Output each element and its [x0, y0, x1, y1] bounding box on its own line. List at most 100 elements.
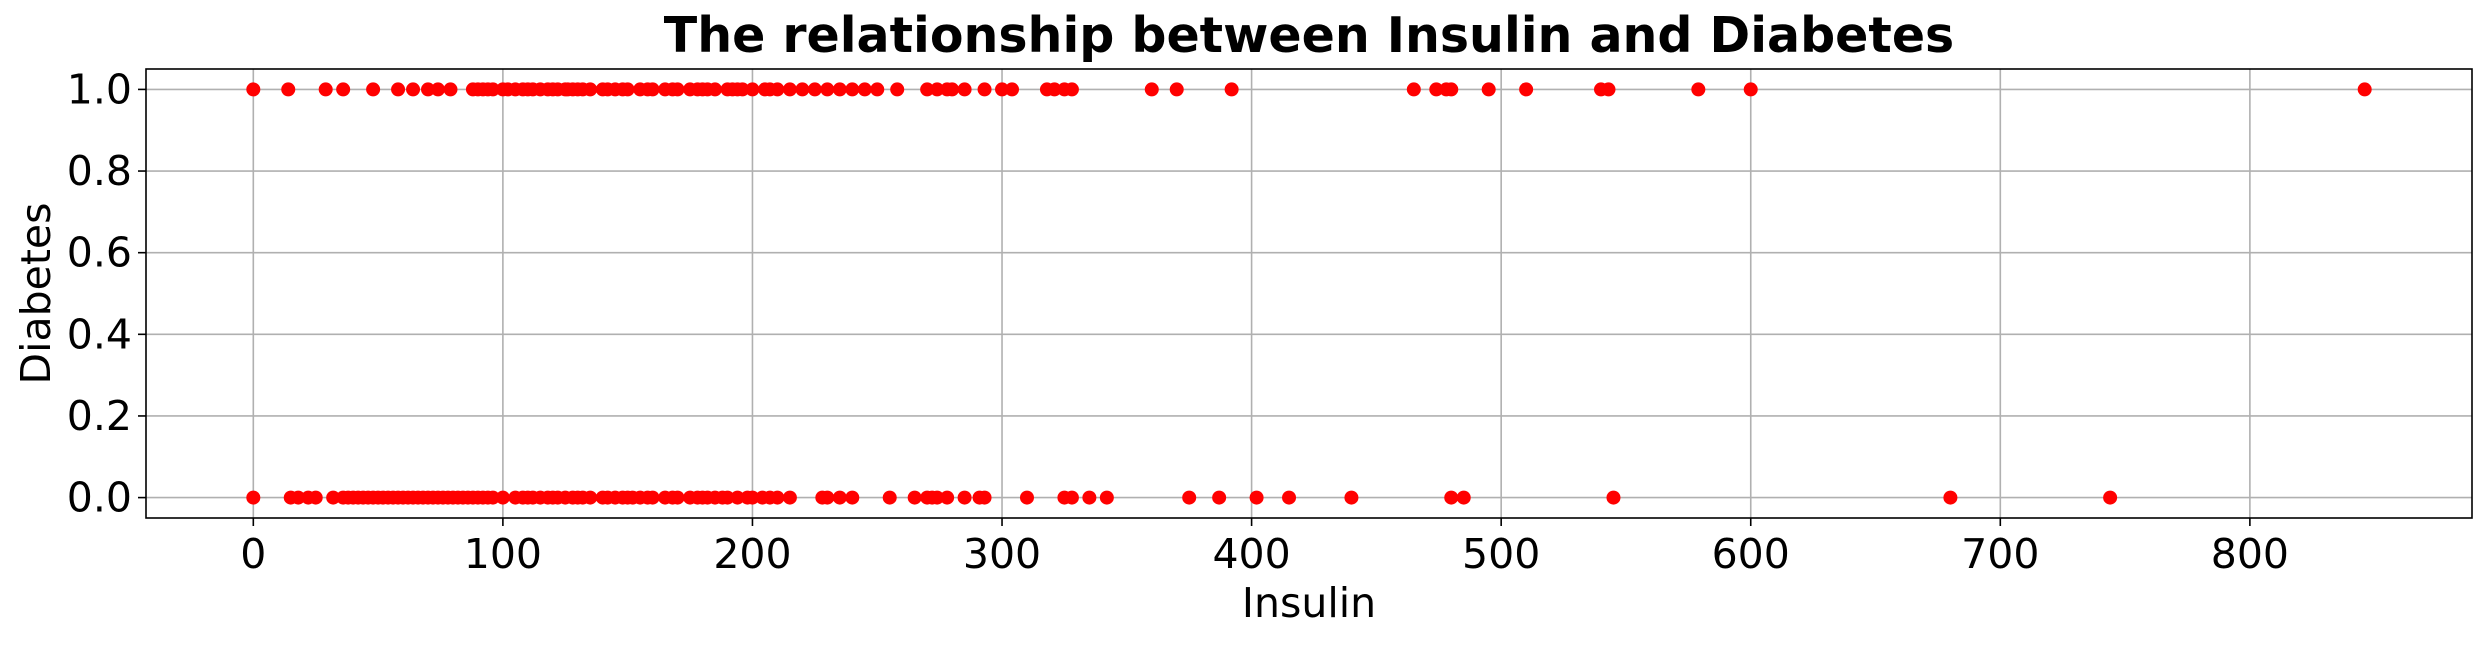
- data-point: [1943, 490, 1958, 505]
- x-tick-label: 600: [1712, 530, 1790, 578]
- ticks: 0 100 200 300 400 500 600 700 800 0.0 0.2 0.4 0.6 0.8…: [67, 65, 2289, 578]
- data-point: [945, 82, 960, 97]
- data-point: [1064, 490, 1079, 505]
- data-point: [670, 490, 685, 505]
- y-tick-label: 1.0: [67, 65, 132, 113]
- data-point: [318, 82, 333, 97]
- data-point: [857, 82, 872, 97]
- data-point: [485, 490, 500, 505]
- data-point: [1606, 490, 1621, 505]
- data-point: [645, 82, 660, 97]
- data-point: [977, 490, 992, 505]
- data-point: [2357, 82, 2372, 97]
- data-point: [957, 490, 972, 505]
- data-point: [1064, 82, 1079, 97]
- data-point: [957, 82, 972, 97]
- data-point: [1444, 490, 1459, 505]
- data-point: [995, 82, 1010, 97]
- x-tick-label: 200: [713, 530, 791, 578]
- data-point: [583, 82, 598, 97]
- data-point: [782, 82, 797, 97]
- data-point: [1519, 82, 1534, 97]
- data-point: [1182, 490, 1197, 505]
- data-point: [1601, 82, 1616, 97]
- data-point: [1249, 490, 1264, 505]
- data-point: [2103, 490, 2118, 505]
- data-point: [735, 82, 750, 97]
- y-tick-label: 0.0: [67, 474, 132, 522]
- data-point: [745, 490, 760, 505]
- data-point: [930, 82, 945, 97]
- data-point: [406, 82, 421, 97]
- data-point: [770, 82, 785, 97]
- data-point: [495, 490, 510, 505]
- data-point: [882, 490, 897, 505]
- data-point: [708, 82, 723, 97]
- data-point: [920, 82, 935, 97]
- data-point: [1743, 82, 1758, 97]
- data-point: [246, 490, 261, 505]
- y-axis-label: Diabetes: [12, 203, 60, 385]
- data-point: [1019, 490, 1034, 505]
- data-point: [1691, 82, 1706, 97]
- data-point: [795, 82, 810, 97]
- data-point: [1047, 82, 1062, 97]
- data-point: [730, 490, 745, 505]
- data-point: [832, 490, 847, 505]
- data-point: [890, 82, 905, 97]
- data-point: [930, 490, 945, 505]
- data-point: [443, 82, 458, 97]
- data-point: [430, 82, 445, 97]
- data-point: [907, 490, 922, 505]
- data-point: [832, 82, 847, 97]
- data-point: [745, 82, 760, 97]
- data-point: [1429, 82, 1444, 97]
- data-point: [326, 490, 341, 505]
- x-tick-label: 700: [1961, 530, 2039, 578]
- data-point: [620, 82, 635, 97]
- data-point: [291, 490, 306, 505]
- data-point: [1224, 82, 1239, 97]
- data-points: [246, 82, 2372, 505]
- data-point: [1444, 82, 1459, 97]
- data-point: [336, 82, 351, 97]
- data-point: [366, 82, 381, 97]
- y-tick-label: 0.6: [67, 229, 132, 277]
- data-point: [1344, 490, 1359, 505]
- y-tick-label: 0.8: [67, 147, 132, 195]
- y-tick-label: 0.2: [67, 392, 132, 440]
- data-point: [1282, 490, 1297, 505]
- x-tick-label: 500: [1462, 530, 1540, 578]
- x-axis-label: Insulin: [1242, 579, 1376, 627]
- data-point: [1082, 490, 1097, 505]
- data-point: [391, 82, 406, 97]
- data-point: [281, 82, 296, 97]
- data-point: [870, 82, 885, 97]
- data-point: [1144, 82, 1159, 97]
- data-point: [1099, 490, 1114, 505]
- data-point: [820, 490, 835, 505]
- data-point: [845, 82, 860, 97]
- x-tick-label: 0: [240, 530, 266, 578]
- chart-title: The relationship between Insulin and Dia…: [664, 7, 1954, 64]
- data-point: [308, 490, 323, 505]
- data-point: [485, 82, 500, 97]
- data-point: [1005, 82, 1020, 97]
- data-point: [670, 82, 685, 97]
- x-tick-label: 400: [1212, 530, 1290, 578]
- x-tick-label: 800: [2211, 530, 2289, 578]
- y-tick-label: 0.4: [67, 310, 132, 358]
- x-tick-label: 100: [464, 530, 542, 578]
- data-point: [940, 490, 955, 505]
- data-point: [977, 82, 992, 97]
- data-point: [845, 490, 860, 505]
- data-point: [246, 82, 261, 97]
- data-point: [1456, 490, 1471, 505]
- data-point: [1481, 82, 1496, 97]
- data-point: [820, 82, 835, 97]
- grid: [146, 69, 2472, 518]
- data-point: [770, 490, 785, 505]
- data-point: [645, 490, 660, 505]
